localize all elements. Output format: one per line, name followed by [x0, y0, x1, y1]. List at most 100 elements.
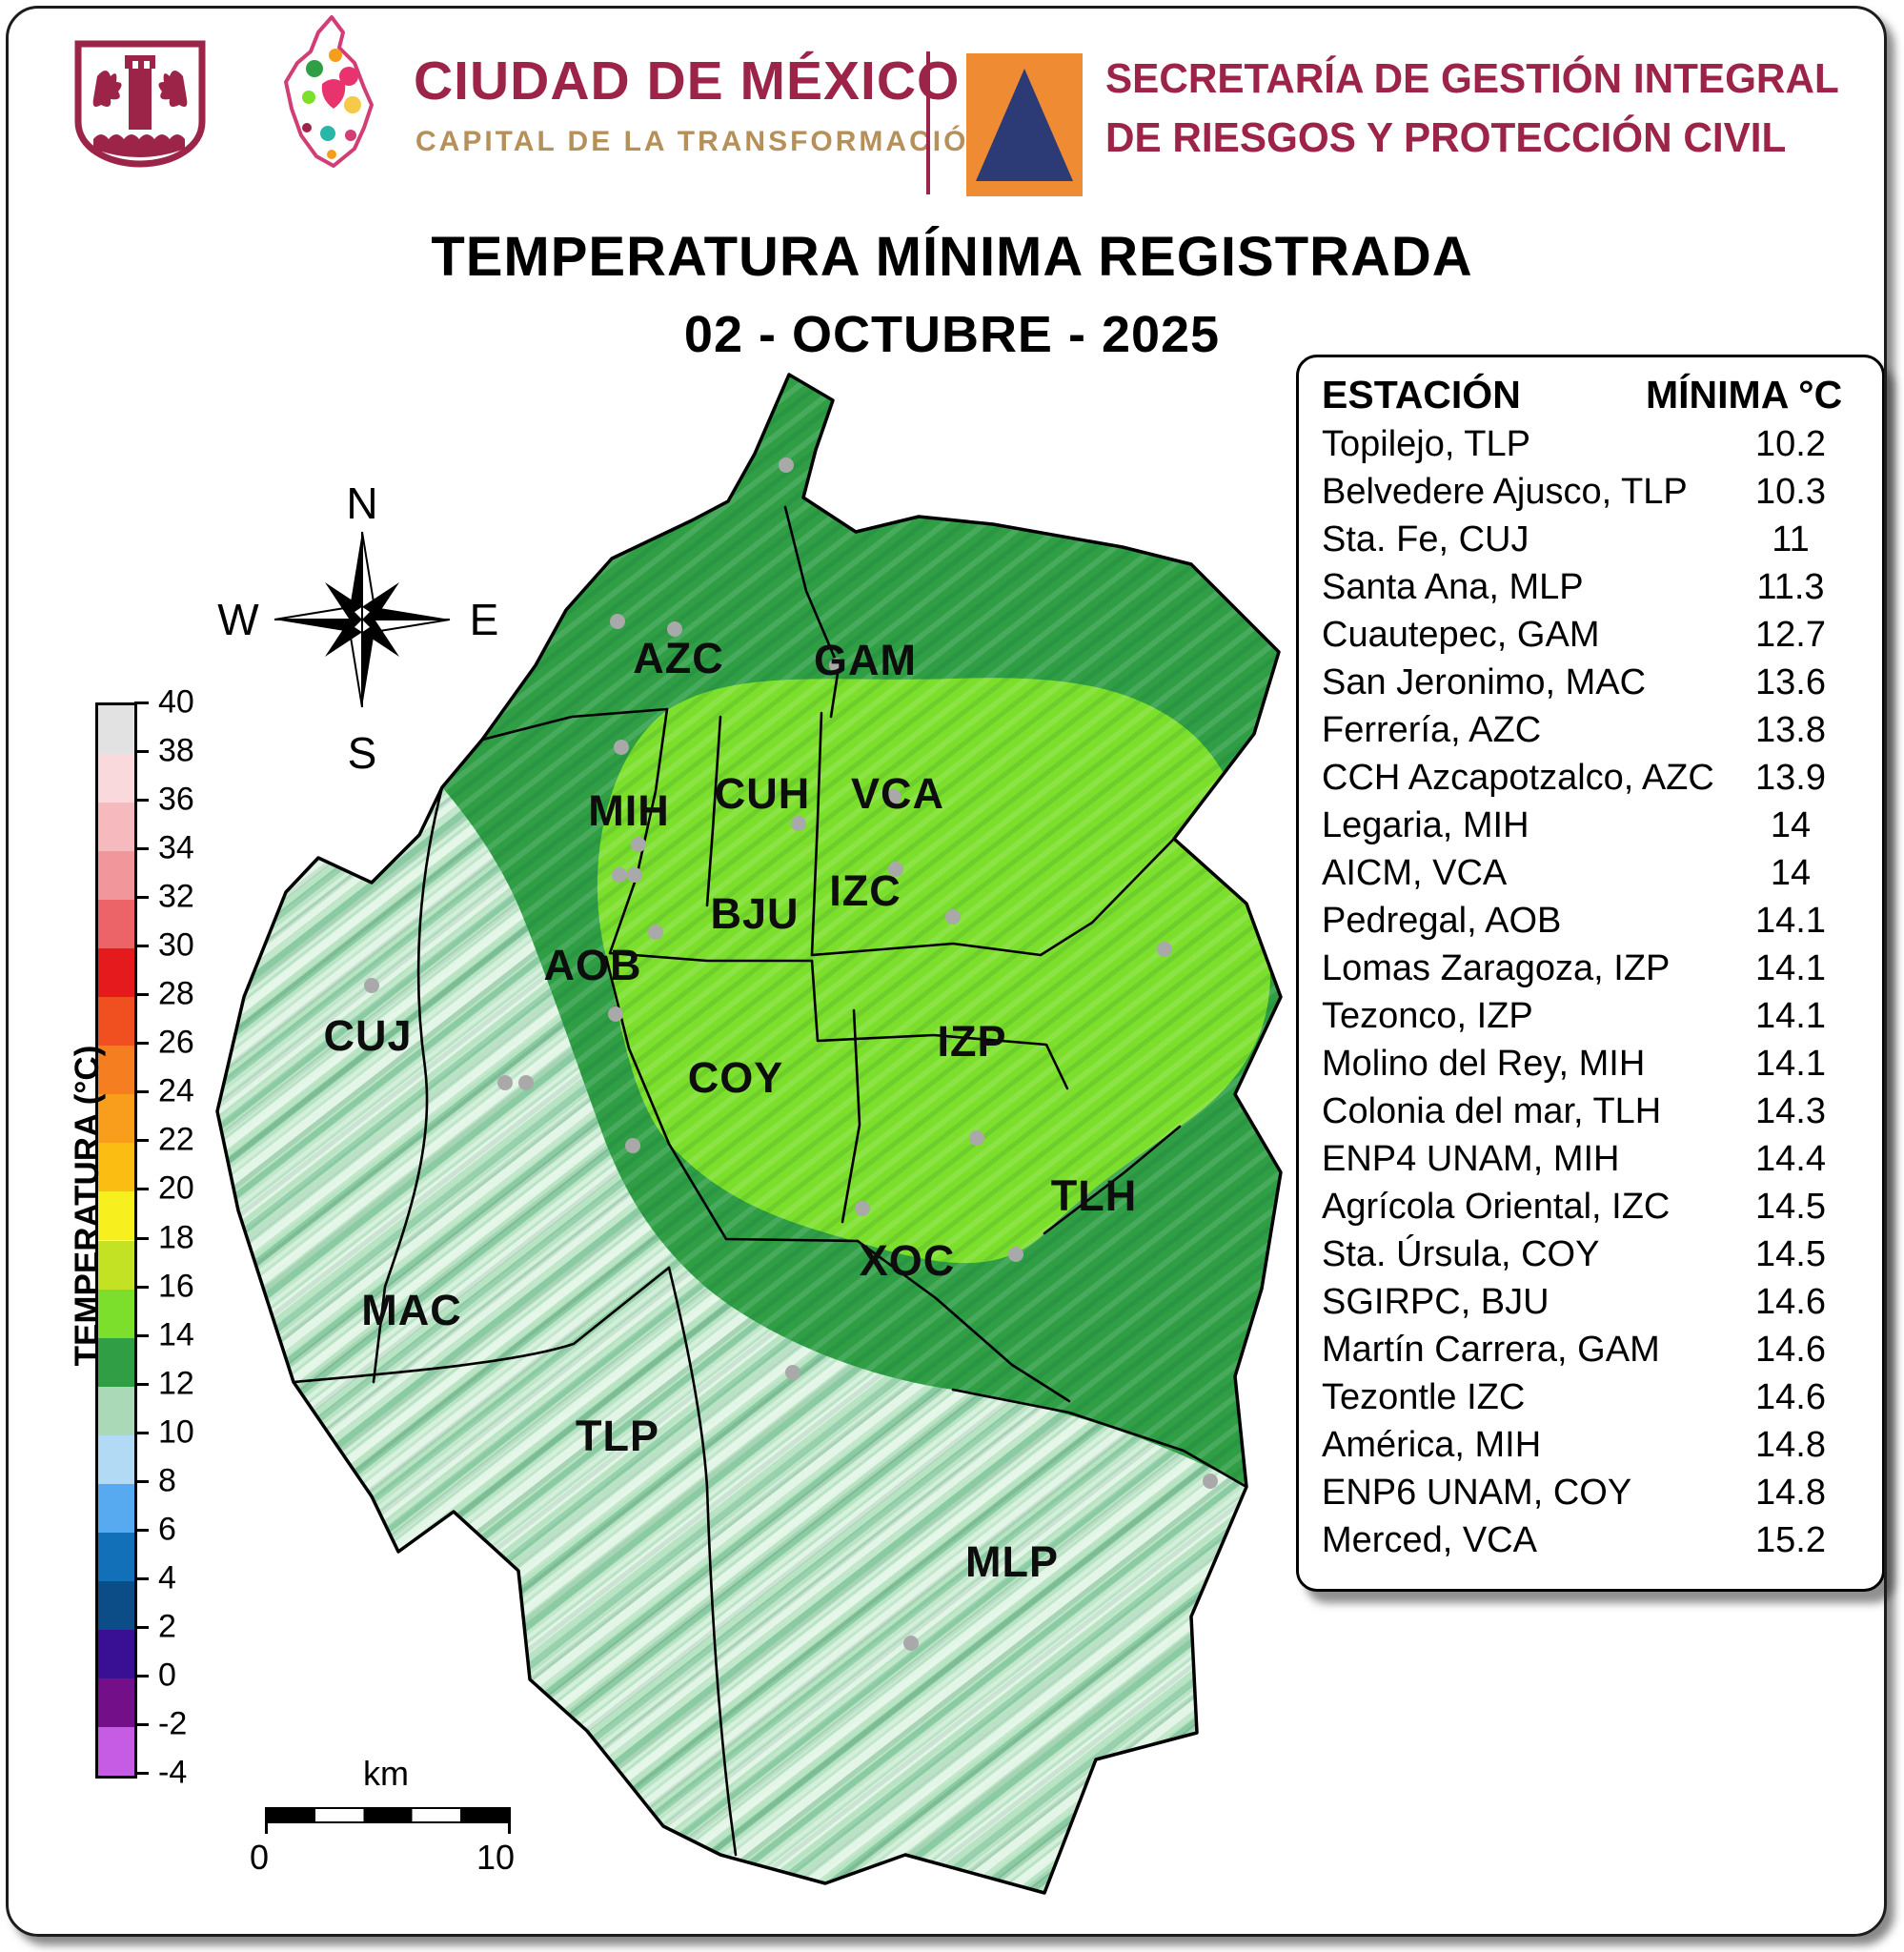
- colorbar-segment: [98, 1289, 134, 1338]
- table-row: Lomas Zaragoza, IZP 14.1: [1322, 948, 1867, 996]
- colorbar-segment: [98, 900, 134, 949]
- station-dot: [785, 1365, 800, 1380]
- table-row: Sta. Fe, CUJ 11: [1322, 519, 1867, 567]
- colorbar-segment: [98, 1337, 134, 1387]
- scalebar-end-label: 10: [476, 1838, 516, 1877]
- table-header-row: ESTACIÓN MÍNIMA °C: [1322, 373, 1867, 424]
- colorbar-segment: [98, 754, 134, 803]
- colorbar-tick-label: 8: [158, 1462, 176, 1499]
- scalebar-start-label: 0: [250, 1838, 270, 1877]
- header-divider: [926, 51, 930, 194]
- colorbar-tick: [134, 1431, 149, 1434]
- table-row: Agrícola Oriental, IZC 14.5: [1322, 1187, 1867, 1234]
- table-row: Tezontle IZC 14.6: [1322, 1377, 1867, 1425]
- station-dots: [364, 458, 1218, 1651]
- colorbar-tick-label: 0: [158, 1657, 176, 1694]
- colorbar-segment: [98, 851, 134, 901]
- table-row: Martín Carrera, GAM 14.6: [1322, 1330, 1867, 1377]
- colorbar-tick: [134, 1236, 149, 1240]
- colorbar-segment: [98, 1434, 134, 1484]
- station-min-value: 14.1: [1755, 996, 1826, 1036]
- station-min-value: 14: [1770, 805, 1812, 845]
- region-label-izp: IZP: [937, 1017, 1006, 1066]
- station-min-value: 14.3: [1755, 1091, 1826, 1131]
- station-name: SGIRPC, BJU: [1322, 1282, 1550, 1322]
- secretaria-line2: DE RIESGOS Y PROTECCIÓN CIVIL: [1105, 114, 1787, 161]
- table-row: Pedregal, AOB 14.1: [1322, 901, 1867, 948]
- colorbar-tick: [134, 993, 149, 997]
- colorbar-tick-label: -4: [158, 1754, 188, 1791]
- table-row: Legaria, MIH 14: [1322, 805, 1867, 853]
- table-row: ENP4 UNAM, MIH 14.4: [1322, 1139, 1867, 1187]
- station-dot: [945, 909, 961, 925]
- region-label-aob: AOB: [544, 941, 642, 989]
- cdmx-shield-logo: [74, 40, 206, 173]
- colorbar-tick: [134, 1576, 149, 1580]
- station-dot: [625, 1138, 640, 1153]
- station-dot: [969, 1130, 984, 1146]
- colorbar-segment: [98, 705, 134, 755]
- colorbar-tick-label: 22: [158, 1121, 194, 1158]
- station-name: Lomas Zaragoza, IZP: [1322, 948, 1671, 988]
- station-min-value: 14.5: [1755, 1234, 1826, 1274]
- colorbar-tick: [134, 1285, 149, 1289]
- colorbar-segment: [98, 948, 134, 998]
- station-min-value: 15.2: [1755, 1520, 1826, 1560]
- station-min-value: 13.6: [1755, 662, 1826, 702]
- colorbar-tick-label: 14: [158, 1316, 194, 1353]
- colorbar-tick: [134, 1188, 149, 1191]
- station-min-value: 13.9: [1755, 758, 1826, 798]
- colorbar-tick-label: 30: [158, 926, 194, 964]
- station-name: Tezonco, IZP: [1322, 996, 1533, 1036]
- station-min-value: 14.1: [1755, 1044, 1826, 1084]
- table-row: Sta. Úrsula, COY 14.5: [1322, 1234, 1867, 1282]
- colorbar-tick-label: 38: [158, 732, 194, 769]
- table-row: América, MIH 14.8: [1322, 1425, 1867, 1473]
- column-header-station: ESTACIÓN: [1322, 373, 1521, 417]
- station-dot: [614, 740, 629, 755]
- proteccion-civil-logo: [966, 53, 1083, 196]
- station-name: Cuautepec, GAM: [1322, 615, 1600, 655]
- region-label-xoc: XOC: [860, 1236, 956, 1285]
- colorbar-tick: [134, 1674, 149, 1678]
- colorbar-segment: [98, 997, 134, 1047]
- region-label-mlp: MLP: [965, 1537, 1059, 1586]
- secretaria-line1: SECRETARÍA DE GESTIÓN INTEGRAL: [1105, 55, 1839, 102]
- colorbar-tick-label: 4: [158, 1559, 176, 1596]
- table-row: Merced, VCA 15.2: [1322, 1520, 1867, 1568]
- region-label-tlp: TLP: [576, 1412, 659, 1460]
- station-min-value: 14: [1770, 853, 1812, 893]
- station-dot: [1157, 942, 1172, 957]
- colorbar-segment: [98, 1386, 134, 1435]
- colorbar-tick-label: 36: [158, 781, 194, 818]
- station-min-value: 14.8: [1755, 1473, 1826, 1513]
- station-dot: [1203, 1474, 1218, 1489]
- table-row: Santa Ana, MLP 11.3: [1322, 567, 1867, 615]
- colorbar-segment: [98, 1629, 134, 1678]
- colorbar-segment: [98, 1191, 134, 1241]
- colorbar-ticks: 40 38 36 34 32 30 28 26 24 22 20 18 16 14 12 10 8 6 4 2 0 -2-…: [132, 684, 246, 1791]
- station-dot: [667, 621, 682, 637]
- table-row: Colonia del mar, TLH 14.3: [1322, 1091, 1867, 1139]
- colorbar-tick: [134, 1625, 149, 1629]
- compass-rose-icon: N S E W: [217, 478, 498, 778]
- compass-south-label: S: [348, 728, 377, 778]
- alcaldia-boundaries: [292, 505, 1248, 1857]
- region-label-cuj: CUJ: [323, 1011, 412, 1060]
- brand-subtitle: CAPITAL DE LA TRANSFORMACIÓN: [415, 126, 993, 157]
- station-min-value: 12.7: [1755, 615, 1826, 655]
- colorbar-tick-label: 32: [158, 878, 194, 915]
- table-row: Belvedere Ajusco, TLP 10.3: [1322, 472, 1867, 519]
- station-min-value: 11.3: [1756, 567, 1825, 607]
- compass-north-label: N: [346, 478, 377, 528]
- cdmx-flower-map-logo: [273, 13, 389, 180]
- station-name: Santa Ana, MLP: [1322, 567, 1584, 607]
- colorbar-segment: [98, 1094, 134, 1144]
- station-min-value: 14.5: [1755, 1187, 1826, 1227]
- brand-title: CIUDAD DE MÉXICO: [414, 51, 961, 112]
- temperature-colorbar: [95, 702, 137, 1779]
- table-row: San Jeronimo, MAC 13.6: [1322, 662, 1867, 710]
- colorbar-tick: [134, 1722, 149, 1726]
- station-name: Legaria, MIH: [1322, 805, 1529, 845]
- colorbar-tick-label: 6: [158, 1511, 176, 1548]
